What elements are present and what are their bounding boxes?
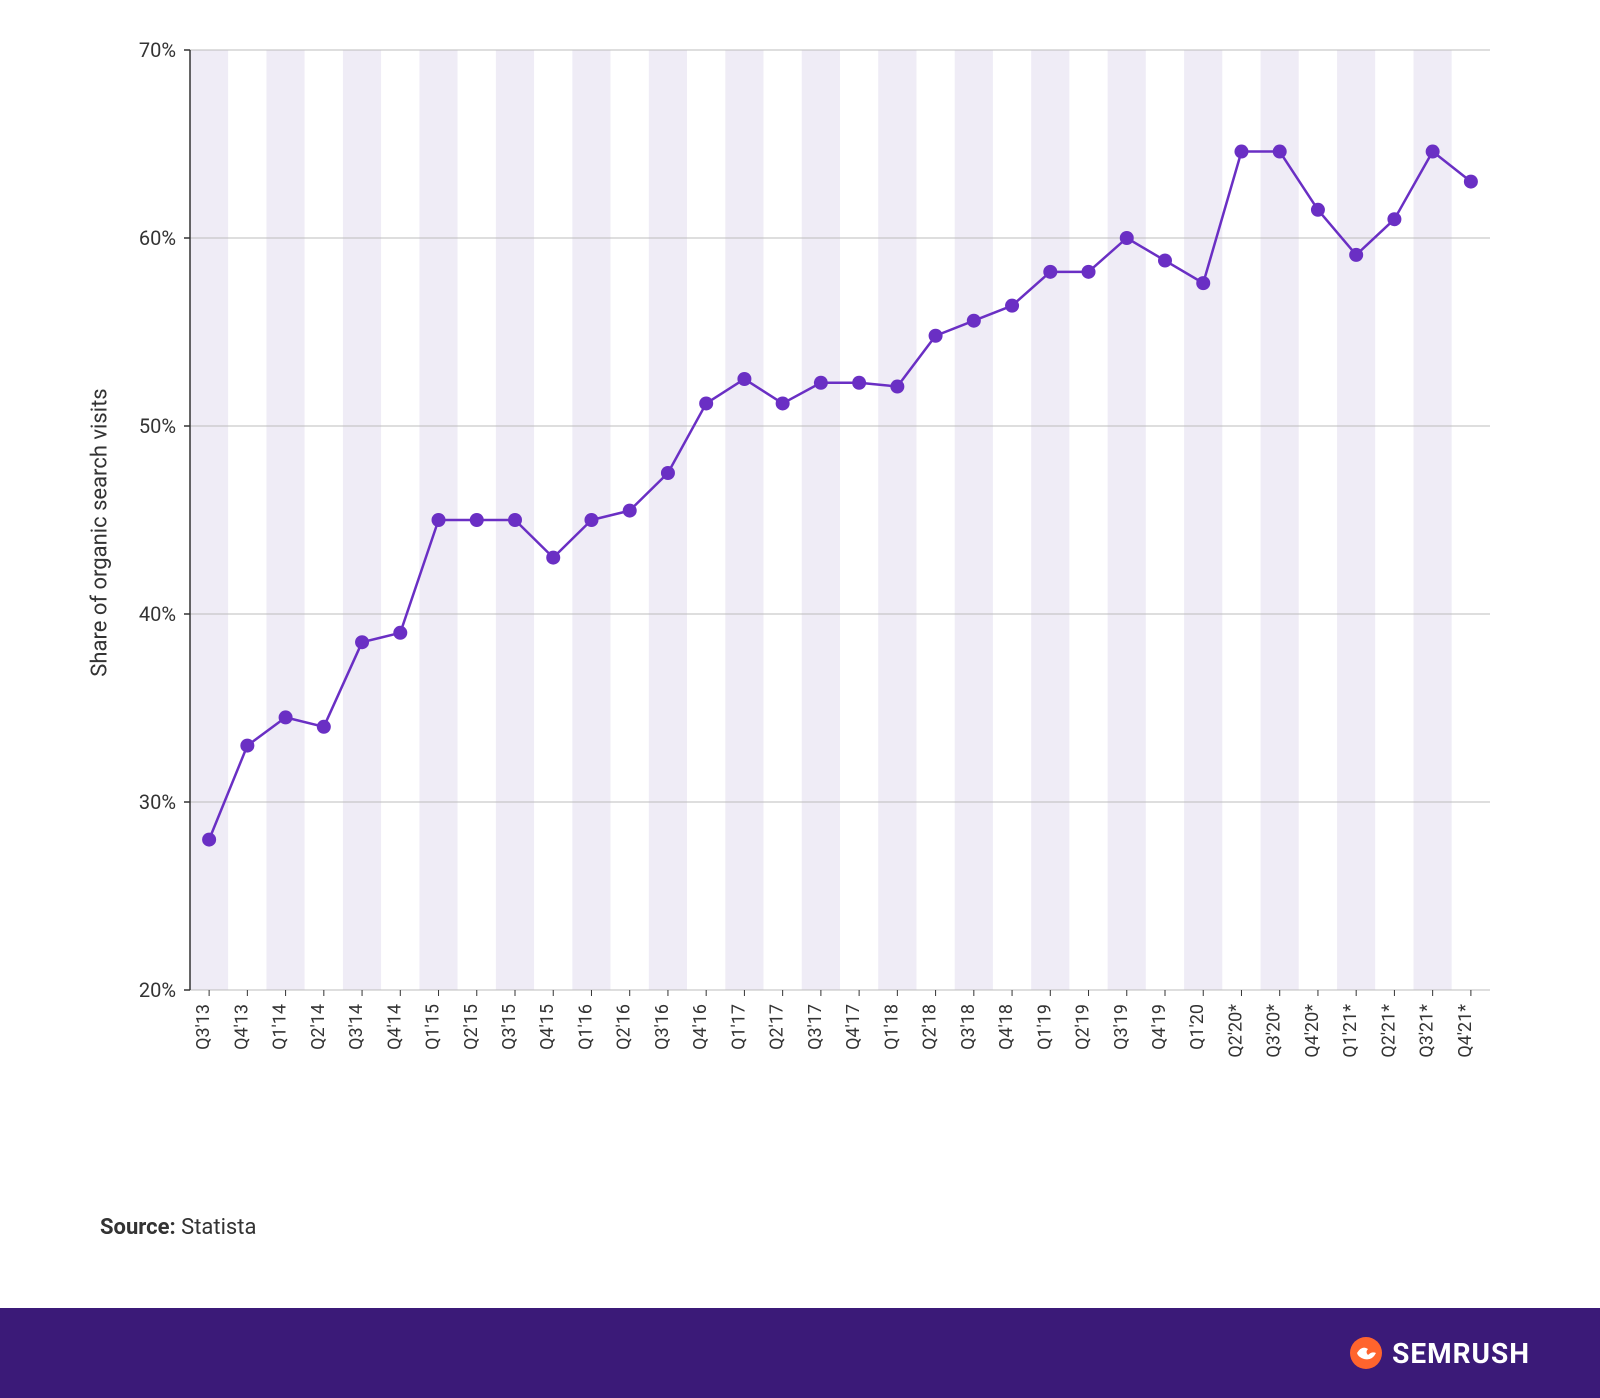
svg-text:Q4'21*: Q4'21* xyxy=(1455,1004,1476,1058)
svg-text:Q4'18: Q4'18 xyxy=(996,1004,1017,1050)
svg-text:60%: 60% xyxy=(139,226,176,250)
svg-text:50%: 50% xyxy=(139,414,176,438)
chart-area: 20% 30% 40% 50% 60% 70% Q3'13 Q4'13 Q1'14 Q2'14 Q3… xyxy=(80,30,1520,1180)
svg-text:Q2'19: Q2'19 xyxy=(1073,1004,1094,1050)
svg-text:Q4'19: Q4'19 xyxy=(1149,1004,1170,1050)
source-value: Statista xyxy=(181,1215,256,1240)
svg-text:Q4'15: Q4'15 xyxy=(537,1004,558,1050)
svg-text:Q2'17: Q2'17 xyxy=(767,1004,788,1050)
source-label: Source: xyxy=(100,1215,176,1240)
svg-text:Q4'14: Q4'14 xyxy=(384,1004,405,1050)
svg-text:Q4'20*: Q4'20* xyxy=(1302,1004,1323,1058)
svg-text:Q2'15: Q2'15 xyxy=(461,1004,482,1050)
svg-text:Q3'19: Q3'19 xyxy=(1111,1004,1132,1050)
svg-text:Q1'20: Q1'20 xyxy=(1187,1004,1208,1050)
svg-text:Q1'17: Q1'17 xyxy=(728,1004,749,1050)
line-chart-svg: 20% 30% 40% 50% 60% 70% Q3'13 Q4'13 Q1'14 Q2'14 Q3… xyxy=(80,30,1520,1180)
svg-text:Q1'16: Q1'16 xyxy=(575,1004,596,1050)
y-axis-label: Share of organic search visits xyxy=(88,383,113,683)
svg-text:Q2'18: Q2'18 xyxy=(920,1004,941,1050)
svg-text:Q3'21*: Q3'21* xyxy=(1417,1004,1438,1058)
svg-text:20%: 20% xyxy=(139,978,176,1002)
svg-text:Q1'15: Q1'15 xyxy=(423,1004,444,1050)
svg-text:Q3'15: Q3'15 xyxy=(499,1004,520,1050)
svg-text:Q3'18: Q3'18 xyxy=(958,1004,979,1050)
footer-bar: SEMRUSH xyxy=(0,1308,1600,1398)
chart-container: 20% 30% 40% 50% 60% 70% Q3'13 Q4'13 Q1'14 Q2'14 Q3… xyxy=(0,0,1600,1398)
svg-text:70%: 70% xyxy=(139,38,176,62)
svg-text:Q2'20*: Q2'20* xyxy=(1225,1004,1246,1058)
svg-text:40%: 40% xyxy=(139,602,176,626)
brand-text: SEMRUSH xyxy=(1392,1337,1530,1370)
svg-text:Q1'19: Q1'19 xyxy=(1034,1004,1055,1050)
svg-text:Q3'20*: Q3'20* xyxy=(1264,1004,1285,1058)
semrush-logo: SEMRUSH xyxy=(1348,1335,1530,1371)
svg-text:Q4'13: Q4'13 xyxy=(231,1004,252,1050)
svg-text:Q4'17: Q4'17 xyxy=(843,1004,864,1050)
svg-text:Q2'16: Q2'16 xyxy=(614,1004,635,1050)
svg-text:Q3'17: Q3'17 xyxy=(805,1004,826,1050)
flame-icon xyxy=(1348,1335,1384,1371)
svg-text:Q3'13: Q3'13 xyxy=(193,1004,214,1050)
svg-text:Q3'14: Q3'14 xyxy=(346,1004,367,1050)
svg-text:Q4'16: Q4'16 xyxy=(690,1004,711,1050)
svg-text:Q1'21*: Q1'21* xyxy=(1340,1004,1361,1058)
svg-text:Q2'14: Q2'14 xyxy=(308,1004,329,1050)
svg-text:Q1'18: Q1'18 xyxy=(881,1004,902,1050)
svg-text:Q2'21*: Q2'21* xyxy=(1378,1004,1399,1058)
svg-text:Q1'14: Q1'14 xyxy=(270,1004,291,1050)
svg-text:30%: 30% xyxy=(139,790,176,814)
svg-text:Q3'16: Q3'16 xyxy=(652,1004,673,1050)
source-attribution: Source: Statista xyxy=(100,1215,256,1240)
